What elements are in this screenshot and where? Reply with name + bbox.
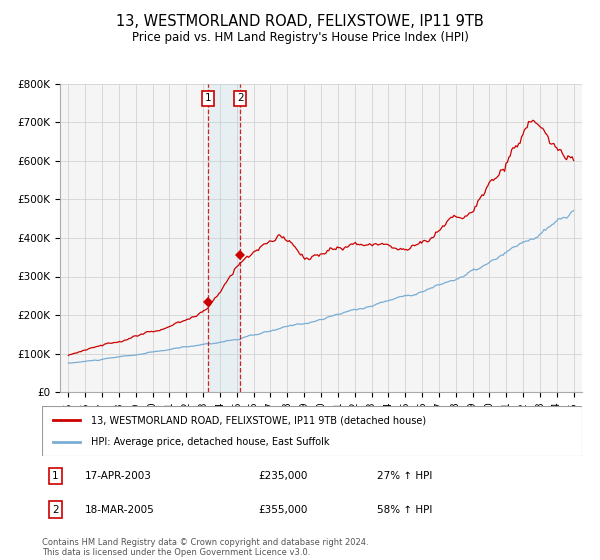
Bar [208, 84, 241, 392]
Text: 18-MAR-2005: 18-MAR-2005 [85, 505, 155, 515]
Text: 13, WESTMORLAND ROAD, FELIXSTOWE, IP11 9TB: 13, WESTMORLAND ROAD, FELIXSTOWE, IP11 9… [116, 14, 484, 29]
Text: £355,000: £355,000 [258, 505, 307, 515]
Text: Price paid vs. HM Land Registry's House Price Index (HPI): Price paid vs. HM Land Registry's House … [131, 31, 469, 44]
Text: HPI: Average price, detached house, East Suffolk: HPI: Average price, detached house, East… [91, 437, 329, 447]
Text: 13, WESTMORLAND ROAD, FELIXSTOWE, IP11 9TB (detached house): 13, WESTMORLAND ROAD, FELIXSTOWE, IP11 9… [91, 415, 426, 425]
Text: 1: 1 [205, 93, 211, 103]
Text: 2: 2 [52, 505, 59, 515]
Text: Contains HM Land Registry data © Crown copyright and database right 2024.
This d: Contains HM Land Registry data © Crown c… [42, 538, 368, 557]
Text: 27% ↑ HPI: 27% ↑ HPI [377, 471, 432, 481]
Text: 1: 1 [52, 471, 59, 481]
Text: £235,000: £235,000 [258, 471, 307, 481]
Text: 2: 2 [237, 93, 244, 103]
Text: 17-APR-2003: 17-APR-2003 [85, 471, 152, 481]
Text: 58% ↑ HPI: 58% ↑ HPI [377, 505, 432, 515]
